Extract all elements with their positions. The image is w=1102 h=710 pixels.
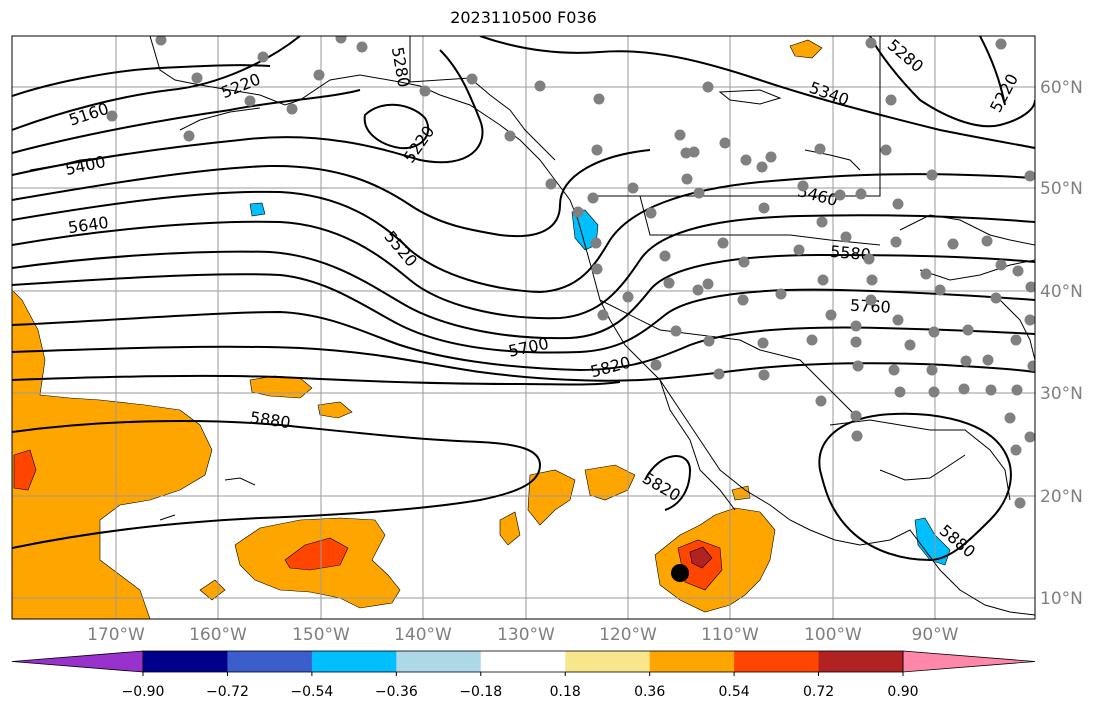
colorbar-extend-high (902, 650, 1036, 673)
colorbar-tick-label: −0.90 (122, 684, 165, 700)
colorbar-segment (311, 651, 397, 672)
lon-label: 110°W (701, 625, 759, 645)
colorbar-tick-label: −0.54 (290, 684, 333, 700)
contour-label: 5580 (829, 242, 871, 264)
lat-label: 30°N (1040, 384, 1083, 404)
lat-label: 10°N (1040, 589, 1083, 609)
colorbar-tick-label: 0.72 (803, 684, 834, 700)
map-title: 2023110500 F036 (450, 8, 597, 27)
colorbar-segment (480, 651, 566, 672)
colorbar-tick-label: −0.18 (459, 684, 502, 700)
shade-blue-central-am (914, 517, 951, 566)
lat-label: 60°N (1040, 78, 1083, 98)
colorbar-segment (734, 651, 820, 672)
colorbar-tick-label: 0.36 (634, 684, 665, 700)
colorbar-tick-label: 0.18 (550, 684, 581, 700)
shade-orange-east-a (527, 469, 576, 526)
colorbar-segment (818, 651, 904, 672)
shading-layer (12, 39, 951, 619)
contour-label: 5760 (850, 296, 892, 317)
lon-label: 170°W (87, 625, 145, 645)
shade-orange-small-b (317, 401, 353, 419)
lon-label: 150°W (292, 625, 350, 645)
shade-orange-west (12, 289, 213, 619)
lon-label: 90°W (912, 625, 959, 645)
shade-orange-small-c (199, 579, 226, 601)
colorbar-tick-label: 0.54 (719, 684, 750, 700)
colorbar-outline (142, 650, 904, 673)
shade-orange-top (789, 39, 823, 59)
colorbar-segment (143, 651, 228, 672)
colorbar-extend-low (11, 650, 144, 673)
map-frame (11, 35, 1036, 620)
lon-label: 100°W (804, 625, 862, 645)
lon-label: 160°W (189, 625, 247, 645)
station-markers (106, 36, 1035, 509)
colorbar-segment (396, 651, 482, 672)
lon-label: 130°W (497, 625, 555, 645)
lon-label: 140°W (394, 625, 452, 645)
colorbar-tick-label: 0.90 (887, 684, 918, 700)
shade-orange-east-c (499, 511, 521, 546)
latitude-labels: 60°N 50°N 40°N 30°N 20°N 10°N (1040, 78, 1083, 609)
colorbar-tick-label: −0.72 (206, 684, 249, 700)
colorbar-segment (649, 651, 735, 672)
shade-red-west (13, 449, 37, 491)
storm-marker (671, 564, 689, 582)
shade-blue-pacific (249, 202, 266, 217)
lat-label: 40°N (1040, 282, 1083, 302)
longitude-labels: 170°W 160°W 150°W 140°W 130°W 120°W 110°… (87, 625, 959, 645)
shade-darkred-mexico (689, 546, 713, 569)
shade-red-central (284, 537, 349, 571)
lon-label: 120°W (599, 625, 657, 645)
colorbar-tick-label: −0.36 (375, 684, 418, 700)
lat-label: 20°N (1040, 487, 1083, 507)
colorbar-segment (227, 651, 313, 672)
colorbar-segment (565, 651, 651, 672)
colorbar: −0.90 −0.72 −0.54 −0.36 −0.18 0.18 0.36 0.54 0.7… (11, 650, 1036, 700)
lat-label: 50°N (1040, 179, 1083, 199)
